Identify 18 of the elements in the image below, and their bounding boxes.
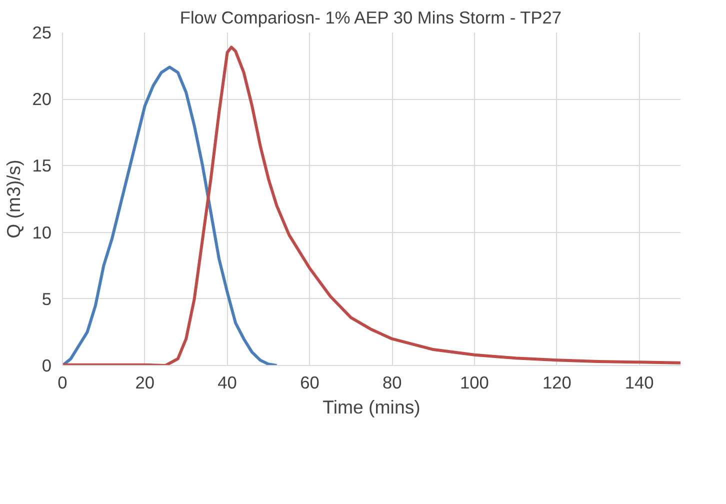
- y-tick-label: 5: [42, 288, 52, 309]
- line-series: [62, 66, 278, 366]
- x-tick-label: 140: [624, 372, 654, 392]
- y-tick-label: 25: [32, 22, 52, 42]
- y-tick-label: 20: [32, 89, 52, 110]
- x-tick-label: 0: [58, 372, 68, 392]
- x-tick-label: 40: [218, 372, 237, 392]
- chart-title: Flow Compariosn- 1% AEP 30 Mins Storm - TP27: [180, 8, 562, 28]
- x-tick-label: 100: [460, 372, 489, 392]
- x-tick-label: 80: [382, 372, 402, 392]
- x-tick-label: 120: [542, 372, 572, 392]
- x-tick-label: 20: [135, 372, 155, 392]
- x-tick-label: 60: [300, 372, 320, 392]
- x-axis-title: Time (mins): [322, 396, 420, 418]
- y-tick-label: 10: [32, 222, 52, 242]
- y-tick-label: 15: [32, 156, 52, 176]
- y-tick-label: 0: [42, 356, 52, 376]
- y-axis-title: Q (m3)/s): [3, 160, 24, 238]
